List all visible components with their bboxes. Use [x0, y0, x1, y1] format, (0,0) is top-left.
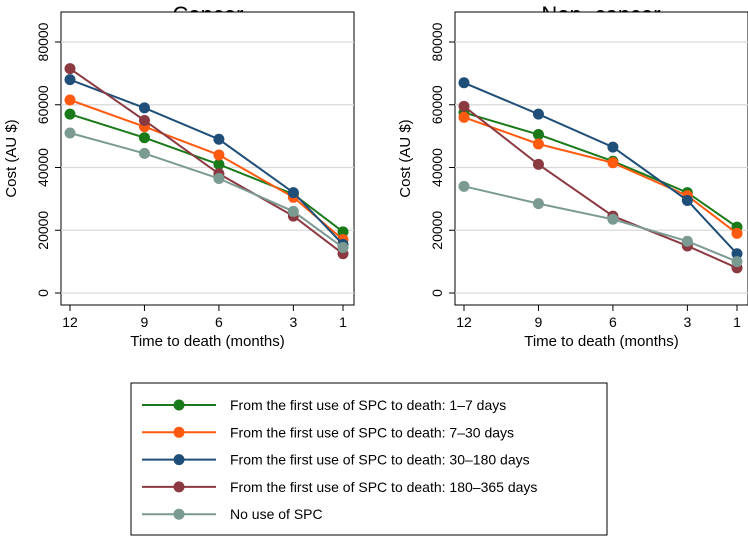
legend-swatch-marker-1 [173, 426, 185, 438]
series-cancer-4 [64, 127, 349, 254]
series-non-cancer-4 [458, 180, 743, 268]
data-point-non-cancer-3-1 [532, 158, 544, 170]
data-point-cancer-4-0 [64, 127, 76, 139]
plot-area-non-cancer [454, 11, 748, 306]
data-point-non-cancer-2-3 [681, 194, 693, 206]
y-tick-label-non-cancer-4: 80000 [429, 22, 445, 61]
y-tick-label-non-cancer-1: 20000 [429, 211, 445, 250]
y-axis-title-non-cancer: Cost (AU $) [397, 119, 414, 197]
data-point-cancer-4-2 [213, 172, 225, 184]
legend-label-4: No use of SPC [230, 506, 323, 522]
x-tick-label-cancer-0: 12 [62, 314, 78, 330]
data-point-non-cancer-1-1 [532, 138, 544, 150]
x-axis-title-cancer: Time to death (months) [130, 333, 285, 350]
legend-swatch-marker-4 [173, 508, 185, 520]
panel-non-cancer: Non−cancer020000400006000080000Cost (AU … [397, 2, 748, 350]
data-point-cancer-4-1 [138, 147, 150, 159]
y-tick-label-cancer-0: 0 [35, 289, 51, 297]
data-point-non-cancer-1-4 [731, 227, 743, 239]
data-point-cancer-4-3 [287, 205, 299, 217]
plot-area-cancer [60, 11, 355, 306]
data-point-cancer-0-0 [64, 108, 76, 120]
data-point-cancer-3-0 [64, 63, 76, 75]
legend-label-2: From the first use of SPC to death: 30–1… [230, 452, 530, 468]
series-non-cancer-2 [458, 77, 743, 260]
data-point-cancer-0-4 [337, 226, 349, 238]
y-tick-label-non-cancer-0: 0 [429, 289, 445, 297]
data-point-non-cancer-4-0 [458, 180, 470, 192]
y-tick-label-cancer-3: 60000 [35, 85, 51, 124]
x-tick-label-non-cancer-1: 9 [535, 314, 543, 330]
x-tick-label-non-cancer-2: 6 [609, 314, 617, 330]
data-point-non-cancer-2-2 [607, 141, 619, 153]
x-tick-label-cancer-1: 9 [141, 314, 149, 330]
data-point-cancer-2-0 [64, 74, 76, 86]
x-tick-label-cancer-4: 1 [339, 314, 347, 330]
legend-label-0: From the first use of SPC to death: 1–7 … [230, 397, 506, 413]
data-point-non-cancer-1-0 [458, 111, 470, 123]
data-point-cancer-1-0 [64, 94, 76, 106]
legend-swatch-marker-0 [173, 399, 185, 411]
data-point-cancer-2-1 [138, 102, 150, 114]
data-point-non-cancer-2-1 [532, 108, 544, 120]
data-point-non-cancer-1-2 [607, 157, 619, 169]
legend-item-0: From the first use of SPC to death: 1–7 … [142, 397, 506, 413]
x-tick-label-non-cancer-4: 1 [733, 314, 741, 330]
data-point-non-cancer-2-4 [731, 248, 743, 260]
legend-label-1: From the first use of SPC to death: 7–30… [230, 424, 514, 440]
legend-item-3: From the first use of SPC to death: 180–… [142, 479, 537, 495]
data-point-cancer-0-2 [213, 158, 225, 170]
data-point-non-cancer-0-1 [532, 129, 544, 141]
data-point-cancer-2-2 [213, 133, 225, 145]
y-axis-title-cancer: Cost (AU $) [3, 119, 20, 197]
data-point-non-cancer-4-3 [681, 235, 693, 247]
data-point-cancer-4-4 [337, 242, 349, 254]
data-point-non-cancer-4-4 [731, 256, 743, 268]
data-point-non-cancer-3-0 [458, 100, 470, 112]
data-point-non-cancer-4-1 [532, 198, 544, 210]
y-tick-label-cancer-4: 80000 [35, 22, 51, 61]
x-tick-label-non-cancer-0: 12 [456, 314, 472, 330]
x-tick-label-cancer-3: 3 [289, 314, 297, 330]
legend: From the first use of SPC to death: 1–7 … [130, 382, 608, 536]
y-tick-label-cancer-1: 20000 [35, 211, 51, 250]
x-tick-label-cancer-2: 6 [215, 314, 223, 330]
legend-label-3: From the first use of SPC to death: 180–… [230, 479, 537, 495]
data-point-cancer-0-1 [138, 132, 150, 144]
legend-item-1: From the first use of SPC to death: 7–30… [142, 424, 514, 440]
legend-swatch-marker-3 [173, 481, 185, 493]
legend-item-2: From the first use of SPC to death: 30–1… [142, 452, 530, 468]
legend-item-4: No use of SPC [142, 506, 323, 522]
x-axis-title-non-cancer: Time to death (months) [524, 333, 679, 350]
x-tick-label-non-cancer-3: 3 [683, 314, 691, 330]
data-point-cancer-1-2 [213, 149, 225, 161]
y-tick-label-non-cancer-2: 40000 [429, 148, 445, 187]
data-point-non-cancer-2-0 [458, 77, 470, 89]
y-tick-label-non-cancer-3: 60000 [429, 85, 445, 124]
data-point-non-cancer-4-2 [607, 213, 619, 225]
y-tick-label-cancer-2: 40000 [35, 148, 51, 187]
legend-swatch-marker-2 [173, 454, 185, 466]
panel-cancer: Cancer020000400006000080000Cost (AU $)12… [3, 2, 355, 350]
data-point-cancer-3-1 [138, 114, 150, 126]
data-point-cancer-2-3 [287, 187, 299, 199]
